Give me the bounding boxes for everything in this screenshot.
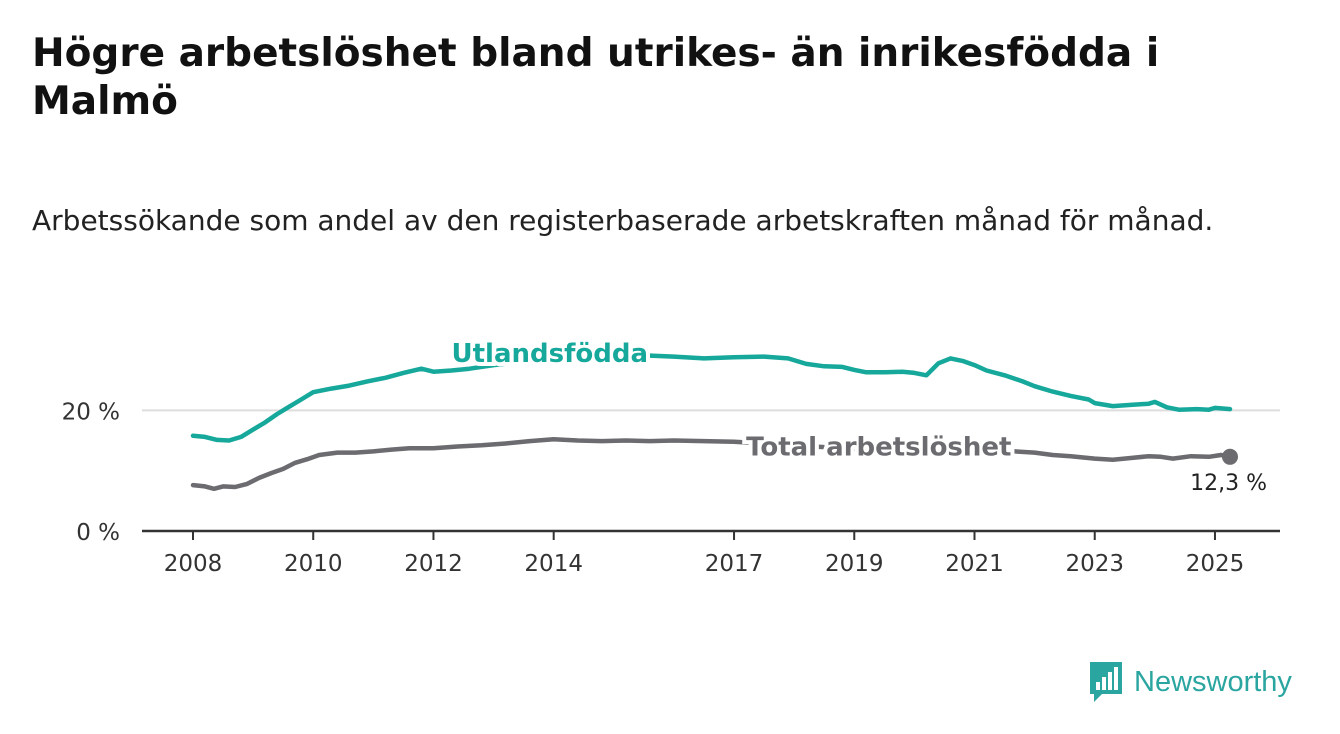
- x-tick-label: 2019: [825, 551, 884, 577]
- x-tick-label: 2017: [705, 551, 764, 577]
- last-value-label: 12,3 %: [1190, 471, 1267, 496]
- last-value-marker: [1222, 448, 1238, 465]
- x-tick-label: 2010: [284, 551, 343, 577]
- x-tick-label: 2014: [524, 551, 583, 577]
- x-tick-label: 2008: [164, 551, 223, 577]
- brand: Newsworthy: [1088, 660, 1292, 704]
- axes: 0 % 20 % 2008 2010 2012 2014 2017 2019 2021 2023 2…: [62, 399, 1280, 577]
- line-chart: 0 % 20 % 2008 2010 2012 2014 2017 2019 2021 2023 2…: [62, 335, 1280, 577]
- annotations: Utlandsfödda Total arbetslöshet 12,3 %: [447, 335, 1267, 496]
- y-tick-label: 20 %: [62, 399, 120, 425]
- chart-title: Högre arbetslöshet bland utrikes- än inr…: [32, 31, 1160, 124]
- x-tick-label: 2023: [1065, 551, 1124, 577]
- series-line-total: [190, 437, 1233, 492]
- x-tick-label: 2025: [1186, 551, 1245, 577]
- chart-subtitle: Arbetssökande som andel av den registerb…: [32, 204, 1214, 237]
- newsworthy-logo-icon: [1090, 662, 1122, 702]
- series-label: Utlandsfödda: [451, 339, 648, 369]
- series-lines: [190, 353, 1233, 492]
- x-tick-label: 2012: [404, 551, 463, 577]
- x-tick-label: 2021: [945, 551, 1004, 577]
- series-line-utlandsfodda: [190, 353, 1233, 443]
- brand-name: Newsworthy: [1134, 665, 1292, 698]
- y-tick-label: 0 %: [76, 520, 120, 546]
- series-label: Total arbetslöshet: [746, 433, 1011, 463]
